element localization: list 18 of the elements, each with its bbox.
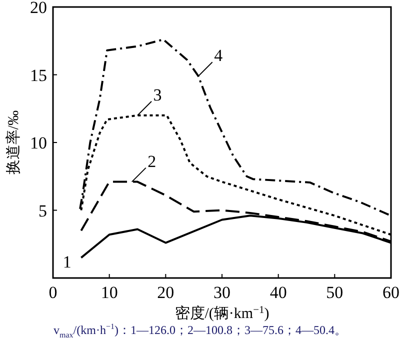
x-tick-label: 20: [157, 283, 174, 302]
text: v$_{max}$/(km·h$^{−1}$)：1—126.0；2—100.8；3—75.6；4—50.4。: [52, 322, 348, 340]
x-tick-label: 60: [382, 283, 400, 302]
y-tick-label: 10: [30, 134, 47, 152]
annotation: 3: [153, 85, 162, 104]
x-tick-label: 40: [270, 283, 287, 302]
x-tick-label: 30: [214, 283, 230, 302]
annotation: 4: [214, 46, 224, 66]
annotation: 1: [62, 252, 72, 272]
y-axis-title: 换道率/‰: [5, 110, 22, 175]
y-tick-label: 20: [30, 0, 47, 17]
x-tick-label: 0: [48, 283, 58, 302]
y-tick-label: 15: [30, 66, 47, 85]
x-axis-title: 密度/(辆·km$^{−1}$): [174, 304, 270, 322]
y-tick-label: 5: [38, 201, 47, 220]
x-tick-label: 10: [100, 283, 118, 302]
x-tick-label: 50: [326, 283, 344, 302]
annotation: 2: [148, 152, 156, 171]
